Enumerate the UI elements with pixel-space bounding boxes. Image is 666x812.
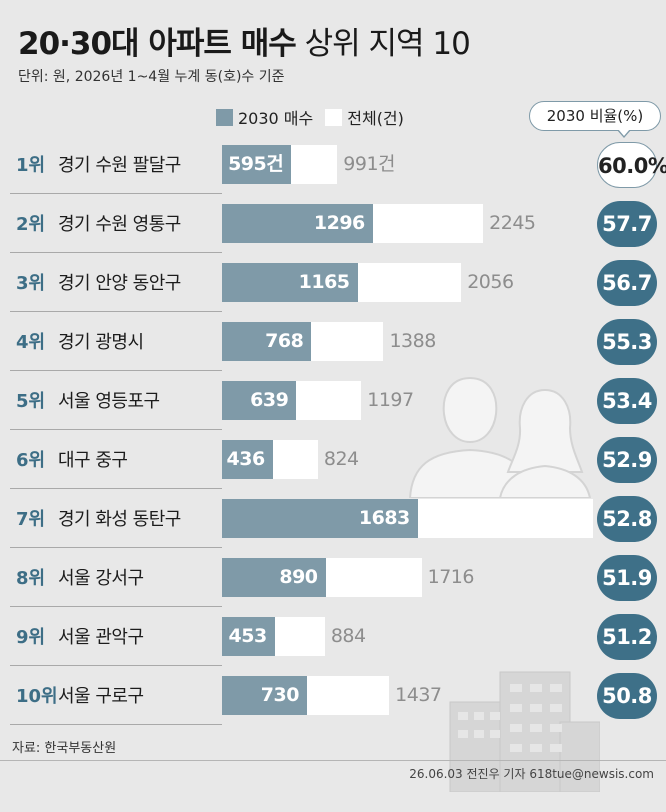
row-divider (10, 665, 222, 666)
ratio-badge: 51.9 (597, 555, 657, 601)
region-label: 대구 중구 (58, 450, 128, 471)
ratio-badge: 50.8 (597, 673, 657, 719)
row-divider (10, 429, 222, 430)
bar-2030 (222, 381, 297, 420)
chart-row: 5위 서울 영등포구 639 1197 53.4 (0, 371, 666, 430)
bar-2030 (222, 617, 275, 656)
ratio-column-title: 2030 비율(%) (529, 101, 661, 131)
legend-label-buy: 2030 매수 (238, 109, 314, 128)
bar-total-label: 991건 (343, 153, 396, 175)
rank-label: 4위 (16, 332, 46, 353)
rank-label: 8위 (16, 568, 46, 589)
row-divider (10, 370, 222, 371)
region-label: 경기 수원 영통구 (58, 214, 181, 235)
bar-2030-label: 768 (265, 330, 304, 352)
chart-row: 1위 경기 수원 팔달구 595건 991건 60.0% (0, 135, 666, 194)
bar-total-label: 1716 (427, 566, 475, 588)
bar-2030 (222, 676, 307, 715)
bar-2030-label: 436 (226, 448, 266, 470)
bar-2030-label: 1683 (358, 507, 410, 529)
rank-label: 6위 (16, 450, 46, 471)
rank-label: 2위 (16, 214, 46, 235)
chart-row: 10위 서울 구로구 730 1437 50.8 (0, 666, 666, 725)
ratio-badge: 53.4 (597, 378, 657, 424)
region-label: 경기 광명시 (58, 332, 144, 353)
bar-2030-label: 1296 (313, 212, 365, 234)
bar-2030-label: 730 (260, 684, 300, 706)
bar-total-label: 1197 (367, 389, 414, 411)
chart-row: 9위 서울 관악구 453 884 51.2 (0, 607, 666, 666)
rank-label: 3위 (16, 273, 46, 294)
bar-2030 (222, 263, 358, 302)
region-label: 서울 영등포구 (58, 391, 160, 412)
footer-divider (0, 760, 666, 761)
chart-row: 3위 경기 안양 동안구 1165 2056 56.7 (0, 253, 666, 312)
rank-label: 1위 (16, 155, 46, 176)
bar-total-label: 2245 (489, 212, 536, 234)
bar-total-label: 1388 (389, 330, 436, 352)
chart-title-rest: 상위 지역 10 (304, 26, 471, 62)
bar-2030 (222, 558, 326, 597)
legend-swatch-total (325, 108, 343, 126)
credit-line: 26.06.03 전진우 기자 618tue@newsis.com (409, 767, 654, 781)
region-label: 경기 수원 팔달구 (58, 155, 181, 176)
region-label: 서울 구로구 (58, 686, 144, 707)
bar-2030 (222, 204, 373, 243)
legend-label-total: 전체(건) (347, 109, 404, 128)
unit-note: 단위: 원, 2026년 1~4월 누계 동(호)수 기준 (18, 69, 285, 85)
ratio-badge: 56.7 (597, 260, 657, 306)
rank-label: 9위 (16, 627, 46, 648)
legend-swatch-buy (216, 108, 233, 126)
bar-total-label: 2056 (467, 271, 514, 293)
bar-total-label: 884 (330, 625, 366, 647)
building-icon (449, 671, 600, 792)
row-divider (10, 311, 222, 312)
bar-2030 (222, 322, 312, 361)
chart-row: 6위 대구 중구 436 824 52.9 (0, 430, 666, 489)
chart-row: 8위 서울 강서구 890 1716 51.9 (0, 548, 666, 607)
ratio-badge: 52.9 (597, 437, 657, 483)
ratio-badge: 57.7 (597, 201, 657, 247)
bar-2030 (222, 440, 273, 479)
chart-title-bold: 20·30대 아파트 매수 (18, 26, 297, 62)
row-divider (10, 724, 222, 725)
chart-row: 4위 경기 광명시 768 1388 55.3 (0, 312, 666, 371)
rank-label: 5위 (16, 391, 46, 412)
bar-total-label: 824 (323, 448, 359, 470)
ratio-badge: 51.2 (597, 614, 657, 660)
people-silhouette-icon (408, 376, 592, 498)
bar-2030 (222, 499, 418, 538)
region-label: 경기 안양 동안구 (58, 273, 181, 294)
ratio-title-pointer-inner (618, 129, 630, 136)
bar-total-label: 1437 (395, 684, 442, 706)
bar-2030-label: 595건 (228, 153, 284, 175)
ratio-badge: 55.3 (597, 319, 657, 365)
ratio-badge: 60.0% (597, 142, 666, 188)
bar-2030-label: 639 (250, 389, 289, 411)
bar-2030 (222, 145, 292, 184)
chart-title: 20·30대 아파트 매수 상위 지역 10 (18, 18, 471, 63)
region-label: 서울 관악구 (58, 627, 144, 648)
bar-2030-label: 1165 (298, 271, 350, 293)
rank-label: 10위 (16, 686, 58, 707)
region-label: 경기 화성 동탄구 (58, 509, 181, 530)
region-label: 서울 강서구 (58, 568, 144, 589)
rank-label: 7위 (16, 509, 46, 530)
bar-2030-label: 453 (228, 625, 268, 647)
ratio-badge: 52.8 (597, 496, 657, 542)
row-divider (10, 547, 222, 548)
row-divider (10, 606, 222, 607)
legend: 2030 매수 전체(건) (216, 106, 404, 128)
source-note: 자료: 한국부동산원 (12, 741, 117, 756)
row-divider (10, 488, 222, 489)
row-divider (10, 193, 222, 194)
bar-2030-label: 890 (279, 566, 318, 588)
row-divider (10, 252, 222, 253)
chart-row: 2위 경기 수원 영통구 1296 2245 57.7 (0, 194, 666, 253)
